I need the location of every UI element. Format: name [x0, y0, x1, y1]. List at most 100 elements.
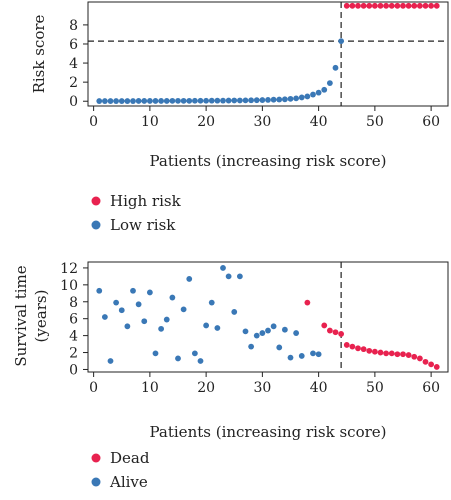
risk-score-point-low-risk [158, 98, 165, 104]
risk-score-point-low-risk [293, 95, 300, 102]
risk-score-y-tick-label: 2 [69, 75, 78, 91]
risk-score-y-tick-label: 0 [69, 94, 78, 110]
risk-score-point-low-risk [96, 98, 103, 104]
survival-point-alive [270, 323, 277, 330]
survival-point-dead [349, 343, 356, 350]
survival-point-alive [298, 353, 305, 359]
survival-point-dead [371, 348, 378, 355]
risk-score-point-low-risk [101, 98, 108, 104]
survival-point-dead [343, 342, 350, 348]
risk-score-plot-frame [87, 1, 449, 107]
risk-score-x-tick-label: 40 [310, 114, 328, 130]
risk-score-y-axis-title: Risk score [30, 14, 48, 93]
survival-point-alive [130, 287, 136, 294]
survival-point-alive [113, 299, 120, 306]
legend-label-alive: Alive [109, 473, 148, 491]
survival-point-alive [276, 344, 283, 351]
survival-y-axis-title-line2: (years) [32, 290, 50, 343]
survival-point-alive [259, 330, 266, 336]
legend-marker-alive [91, 477, 101, 487]
survival-point-dead [338, 331, 345, 337]
risk-score-point-low-risk [236, 97, 243, 104]
risk-score-point-low-risk [141, 98, 148, 104]
survival-x-tick-label: 0 [89, 380, 98, 396]
risk-score-y-tick-label: 4 [69, 56, 78, 72]
risk-score-point-low-risk [197, 97, 204, 104]
survival-point-alive [281, 326, 288, 333]
survival-point-alive [293, 330, 300, 336]
risk-score-point-low-risk [169, 97, 176, 104]
risk-score-point-low-risk [191, 97, 198, 104]
risk-score-x-tick-label: 10 [141, 114, 159, 130]
survival-point-dead [433, 364, 440, 370]
risk-score-y-axis: 0 2 4 6 8 [69, 18, 88, 110]
risk-score-point-high-risk [377, 2, 384, 9]
risk-score-point-low-risk [281, 96, 288, 103]
risk-score-point-low-risk [175, 97, 181, 104]
risk-score-point-low-risk [180, 97, 187, 104]
survival-x-tick-label: 40 [310, 380, 328, 396]
survival-point-alive [146, 289, 153, 296]
risk-score-point-low-risk [208, 97, 215, 104]
risk-score-x-tick-label: 20 [197, 114, 215, 130]
survival-point-dead [394, 351, 401, 358]
survival-point-dead [326, 327, 333, 334]
risk-score-point-high-risk [405, 2, 412, 9]
risk-score-point-low-risk [287, 95, 294, 102]
survival-point-alive [225, 273, 232, 280]
risk-score-point-high-risk [349, 2, 356, 9]
risk-score-point-low-risk [248, 97, 255, 104]
risk-score-point-low-risk [298, 94, 305, 101]
risk-score-point-low-risk [231, 97, 238, 104]
risk-score-point-high-risk [416, 2, 423, 9]
survival-points [96, 265, 440, 370]
legend-label-high-risk: High risk [110, 192, 182, 210]
risk-score-point-high-risk [383, 2, 390, 9]
survival-x-tick-label: 20 [197, 380, 215, 396]
survival-point-dead [400, 351, 406, 358]
survival-point-alive [175, 355, 181, 362]
risk-score-point-low-risk [270, 96, 277, 103]
survival-point-dead [388, 350, 395, 357]
survival-y-tick-label: 10 [60, 278, 78, 294]
legend-marker-high-risk [91, 196, 101, 206]
survival-point-dead [422, 358, 429, 365]
risk-score-point-high-risk [428, 2, 435, 9]
legend-label-low-risk: Low risk [110, 216, 176, 234]
risk-score-point-low-risk [326, 80, 333, 87]
risk-score-point-low-risk [310, 91, 316, 98]
survival-point-alive [242, 328, 249, 335]
risk-score-point-low-risk [225, 97, 232, 104]
risk-score-point-low-risk [214, 97, 221, 104]
risk-score-x-axis: 0 10 20 30 40 50 60 [89, 106, 440, 130]
risk-score-point-low-risk [242, 97, 249, 104]
risk-score-point-low-risk [130, 98, 136, 104]
survival-point-alive [231, 309, 238, 315]
survival-point-alive [96, 287, 103, 294]
survival-y-tick-label: 8 [69, 295, 78, 311]
survival-point-dead [332, 329, 339, 336]
survival-plot-frame [87, 261, 449, 373]
survival-point-alive [236, 273, 243, 280]
survival-y-tick-label: 6 [69, 312, 78, 328]
risk-score-y-tick-label: 6 [69, 37, 78, 53]
survival-x-tick-label: 10 [141, 380, 159, 396]
risk-score-point-low-risk [332, 64, 339, 71]
risk-score-point-low-risk [203, 97, 210, 104]
risk-score-point-high-risk [411, 2, 418, 9]
risk-score-point-low-risk [338, 38, 345, 45]
risk-score-x-tick-label: 30 [253, 114, 271, 130]
risk-score-point-low-risk [107, 98, 114, 104]
survival-point-dead [304, 299, 311, 306]
survival-point-alive [107, 358, 114, 364]
risk-score-point-high-risk [366, 2, 373, 9]
risk-score-point-low-risk [259, 97, 266, 103]
risk-score-panel: 0 10 20 30 40 50 60 0 2 4 6 8 Patients (increasing… [30, 1, 449, 234]
survival-point-dead [411, 353, 418, 360]
survival-point-alive [152, 350, 159, 357]
risk-score-point-low-risk [113, 98, 120, 104]
survival-point-alive [220, 265, 226, 271]
survival-x-tick-label: 60 [422, 380, 440, 396]
